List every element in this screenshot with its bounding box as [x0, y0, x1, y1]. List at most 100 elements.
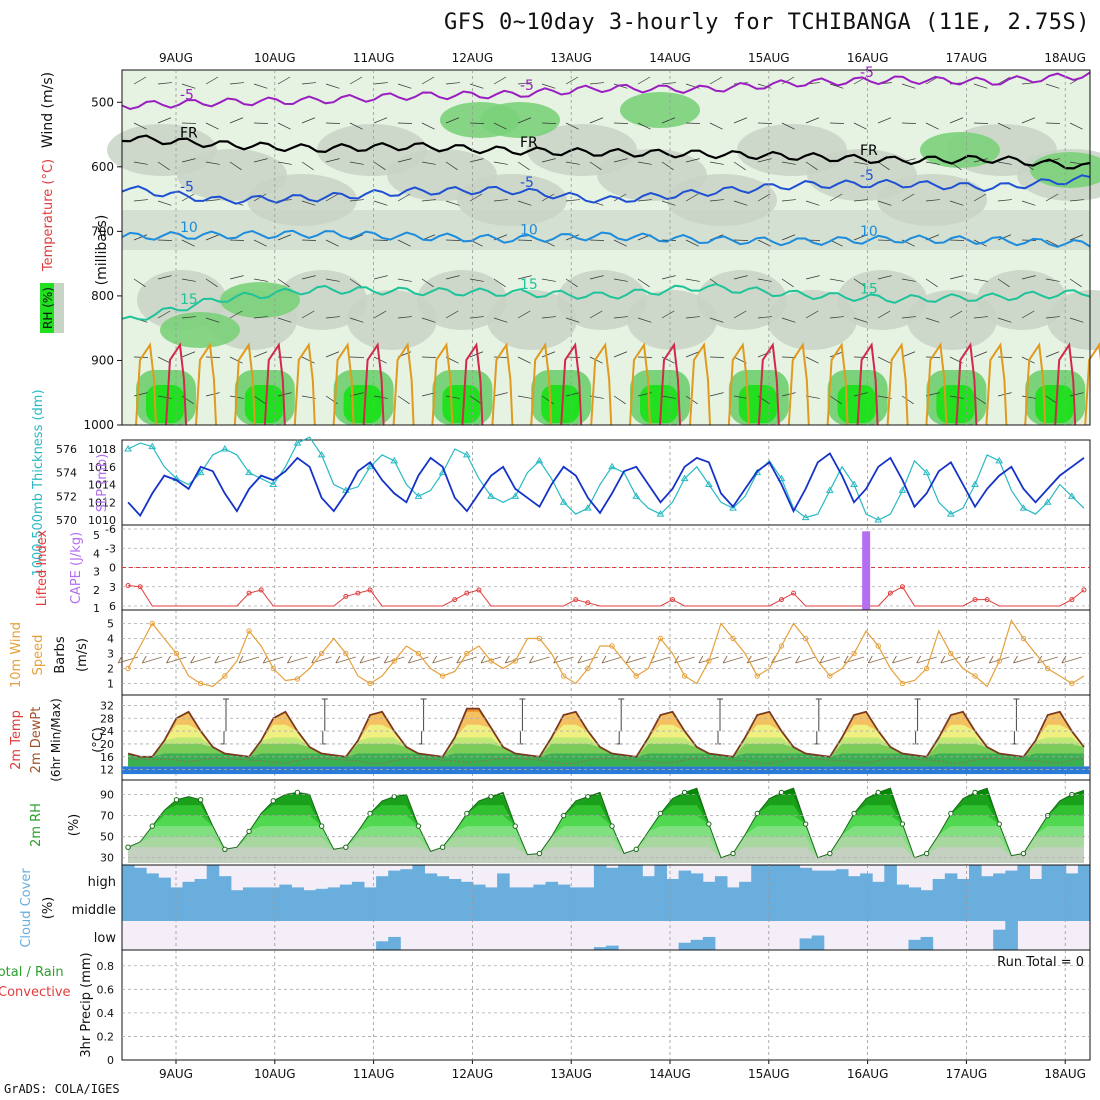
cloud-bar [811, 870, 825, 893]
thickness-tick-label: 576 [56, 443, 77, 456]
cloud-bar [908, 893, 922, 921]
surface-isotherm [530, 342, 553, 426]
wind-barb [157, 161, 170, 171]
wind-barb [205, 392, 220, 397]
wind-barb [445, 275, 460, 280]
cloud-bar [122, 865, 135, 893]
wind10-point [851, 650, 857, 657]
wind-barb [901, 83, 916, 89]
wind10-point [657, 635, 664, 642]
page-title: GFS 0~10day 3-hourly for TCHIBANGA (11E,… [443, 10, 1090, 35]
rh-bright-patch [1035, 385, 1074, 423]
isotherm-label: -5 [180, 88, 194, 104]
thickness-point [874, 516, 883, 523]
wind-barb [661, 161, 674, 171]
rh2m-point [754, 810, 760, 817]
wind10-point [875, 643, 881, 649]
cloud-bar [727, 893, 740, 921]
wind-barb [445, 310, 459, 319]
surface-isotherm [293, 342, 316, 426]
cloud-bar [835, 893, 849, 921]
wind-barb [157, 356, 171, 364]
cloud-bar [944, 893, 958, 921]
wind-barb [637, 199, 652, 202]
cloud-bar [448, 879, 462, 893]
wind-barb [997, 161, 1012, 165]
wind-barb [181, 239, 195, 247]
wind-barb [1045, 239, 1059, 247]
wind-barb [541, 278, 556, 282]
thickness-point [1043, 498, 1052, 505]
surface-isotherm [856, 342, 879, 426]
wind10-barb [408, 655, 413, 664]
cape-tick-label: 3 [93, 566, 100, 579]
thickness-point [729, 504, 737, 511]
cloud-bar [872, 893, 885, 921]
cape-axis-label: CAPE (J/kg) [69, 532, 84, 604]
wind-barb [517, 161, 530, 171]
rh-green-patch [620, 92, 700, 128]
rh2m-point [439, 844, 446, 850]
rh2m-point [802, 821, 809, 827]
isotherm-label: 15 [860, 281, 878, 297]
surface-isotherm [985, 342, 1008, 426]
rh2m-point [585, 793, 591, 800]
precip-tick-label: 0.2 [97, 1030, 115, 1043]
cloud-bar [654, 893, 667, 921]
wind-barb [781, 317, 796, 323]
wind10-barb [577, 655, 583, 664]
wind-barb [517, 395, 532, 399]
cloud-bar [388, 870, 401, 893]
wind-barb [757, 158, 772, 163]
lifted-index-point [258, 587, 264, 593]
wind-barb [301, 310, 315, 319]
cloud-bar [412, 893, 425, 921]
wind-barb [877, 310, 891, 319]
wind10-point [173, 650, 180, 657]
wind10-point [899, 680, 906, 687]
wind10-point [972, 673, 978, 679]
cloud-bar [618, 893, 631, 921]
wind-barb [373, 310, 387, 319]
wind-barb [661, 82, 676, 85]
cloud-bar [448, 893, 462, 921]
wind-barb [661, 356, 675, 364]
wind-barb [325, 239, 339, 247]
rh2m-point [730, 850, 736, 857]
surface-isotherm [560, 342, 583, 426]
cloud-bar [569, 887, 583, 893]
wind-barb [709, 199, 724, 202]
wind10-barb [843, 655, 849, 664]
wind-barb [1045, 193, 1059, 202]
cloud-bar [182, 881, 196, 893]
thickness-point [293, 439, 302, 446]
rh-legend-swatch [40, 283, 54, 333]
lifted-index-point [1081, 587, 1087, 593]
wind-barb [397, 395, 410, 405]
wind-barb [373, 117, 388, 124]
wind-barb [421, 122, 435, 130]
wind-barb [157, 200, 172, 206]
wind10-barb [263, 656, 284, 664]
surface-isotherm [925, 342, 948, 426]
surface-isotherm [757, 342, 780, 426]
cloud-bar [533, 884, 546, 893]
x-tick-label-top: 15AUG [748, 51, 790, 65]
temp-tick-label: 20 [100, 738, 114, 751]
cloud-bar [678, 870, 692, 893]
cloud-bar [364, 887, 377, 893]
wind-barb [757, 316, 772, 319]
cloud-bar [714, 893, 728, 921]
rh2m-point [270, 798, 276, 804]
lifted-index-point [573, 597, 579, 603]
wind-barb [301, 117, 316, 124]
cloud-bar [388, 893, 401, 921]
wind-barb [997, 234, 1012, 241]
cloud-bar [521, 887, 534, 893]
wind-barb [733, 200, 748, 206]
cloud-bar [122, 893, 135, 921]
rh2m-unit-label: (%) [67, 814, 82, 837]
cloud-bar [739, 893, 752, 921]
wind10-barb [819, 655, 825, 664]
lifted-index-point [137, 584, 143, 590]
